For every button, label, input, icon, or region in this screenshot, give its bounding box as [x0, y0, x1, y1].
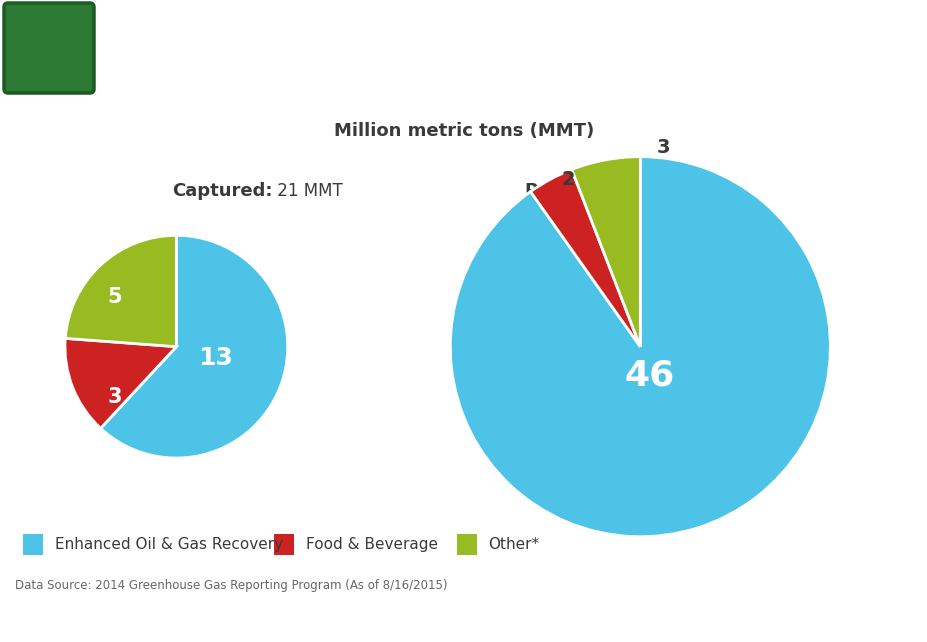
Text: Captured:: Captured:: [171, 182, 272, 200]
Wedge shape: [530, 169, 640, 347]
Text: Enhanced Oil & Gas Recovery: Enhanced Oil & Gas Recovery: [55, 537, 283, 551]
Text: Produced:: Produced:: [524, 182, 626, 200]
Wedge shape: [65, 236, 176, 347]
Text: PRIMARY END USES FOR CO: PRIMARY END USES FOR CO: [108, 27, 455, 47]
Text: 51 MMT: 51 MMT: [626, 182, 696, 200]
Bar: [23, 534, 44, 555]
Text: Data Source: 2014 Greenhouse Gas Reporting Program (As of 8/16/2015): Data Source: 2014 Greenhouse Gas Reporti…: [15, 579, 447, 593]
Text: 21 MMT: 21 MMT: [272, 182, 342, 200]
Wedge shape: [571, 157, 640, 347]
Text: 13: 13: [197, 346, 233, 370]
FancyBboxPatch shape: [4, 3, 94, 93]
Text: 2: 2: [585, 23, 596, 38]
Text: Million metric tons (MMT): Million metric tons (MMT): [334, 122, 593, 140]
Text: CAPTURED AND PRODUCED: CAPTURED AND PRODUCED: [603, 27, 927, 47]
Text: 2: 2: [561, 170, 575, 189]
Text: (2014): (2014): [108, 65, 190, 85]
Wedge shape: [65, 338, 176, 428]
Text: 3: 3: [108, 386, 122, 407]
Bar: [273, 534, 294, 555]
Wedge shape: [450, 157, 830, 537]
Text: 5: 5: [108, 286, 122, 307]
Text: 3: 3: [655, 137, 669, 157]
Wedge shape: [100, 236, 287, 458]
Text: 46: 46: [624, 358, 674, 392]
Bar: [456, 534, 476, 555]
Text: Other*: Other*: [488, 537, 540, 551]
Text: Food & Beverage: Food & Beverage: [306, 537, 438, 551]
